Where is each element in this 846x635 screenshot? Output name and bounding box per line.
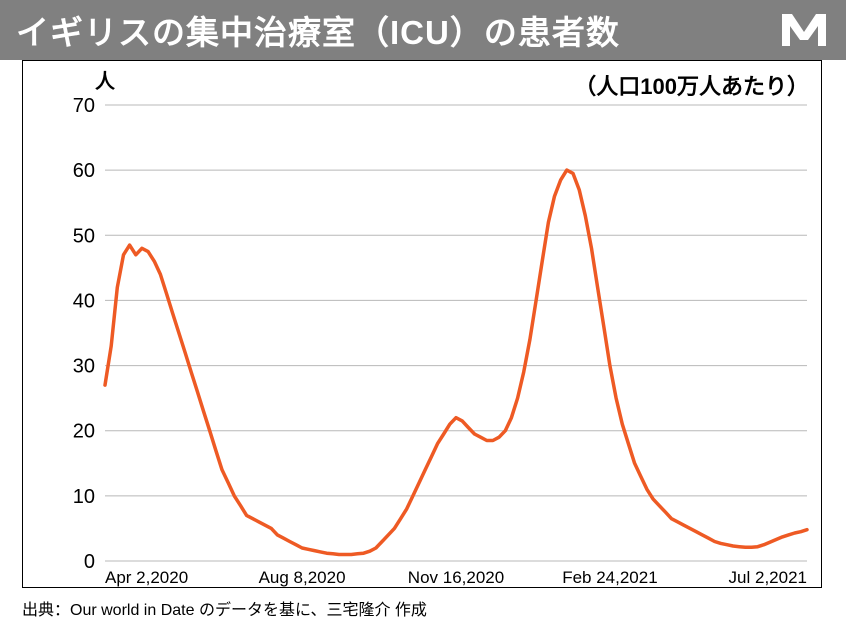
svg-text:Apr 2,2020: Apr 2,2020: [105, 568, 188, 587]
svg-text:Jul 2,2021: Jul 2,2021: [729, 568, 807, 587]
svg-text:Aug 8,2020: Aug 8,2020: [259, 568, 346, 587]
svg-text:Nov 16,2020: Nov 16,2020: [408, 568, 504, 587]
svg-text:70: 70: [73, 95, 95, 117]
svg-text:Feb 24,2021: Feb 24,2021: [562, 568, 657, 587]
source-attribution: 出典：Our world in Date のデータを基に、三宅隆介 作成: [0, 588, 846, 620]
svg-text:50: 50: [73, 225, 95, 247]
line-chart: 0 10 20 30 40 50 60 70 Apr 2,2020 Aug 8,2020 Nov 1…: [23, 61, 823, 589]
svg-text:0: 0: [84, 551, 95, 573]
chart-container: （人口100万人あたり） 人 0 10 20 30 40 50 60 70 Apr 2,2020…: [22, 60, 822, 588]
chart-header: イギリスの集中治療室（ICU）の患者数: [0, 0, 846, 60]
svg-text:30: 30: [73, 356, 95, 378]
svg-text:40: 40: [73, 290, 95, 312]
svg-text:10: 10: [73, 486, 95, 508]
svg-text:60: 60: [73, 160, 95, 182]
chart-title: イギリスの集中治療室（ICU）の患者数: [16, 6, 620, 54]
y-axis-unit: 人: [95, 65, 115, 94]
brand-logo-icon: [778, 10, 830, 50]
chart-subtitle: （人口100万人あたり）: [574, 69, 809, 101]
svg-text:20: 20: [73, 421, 95, 443]
